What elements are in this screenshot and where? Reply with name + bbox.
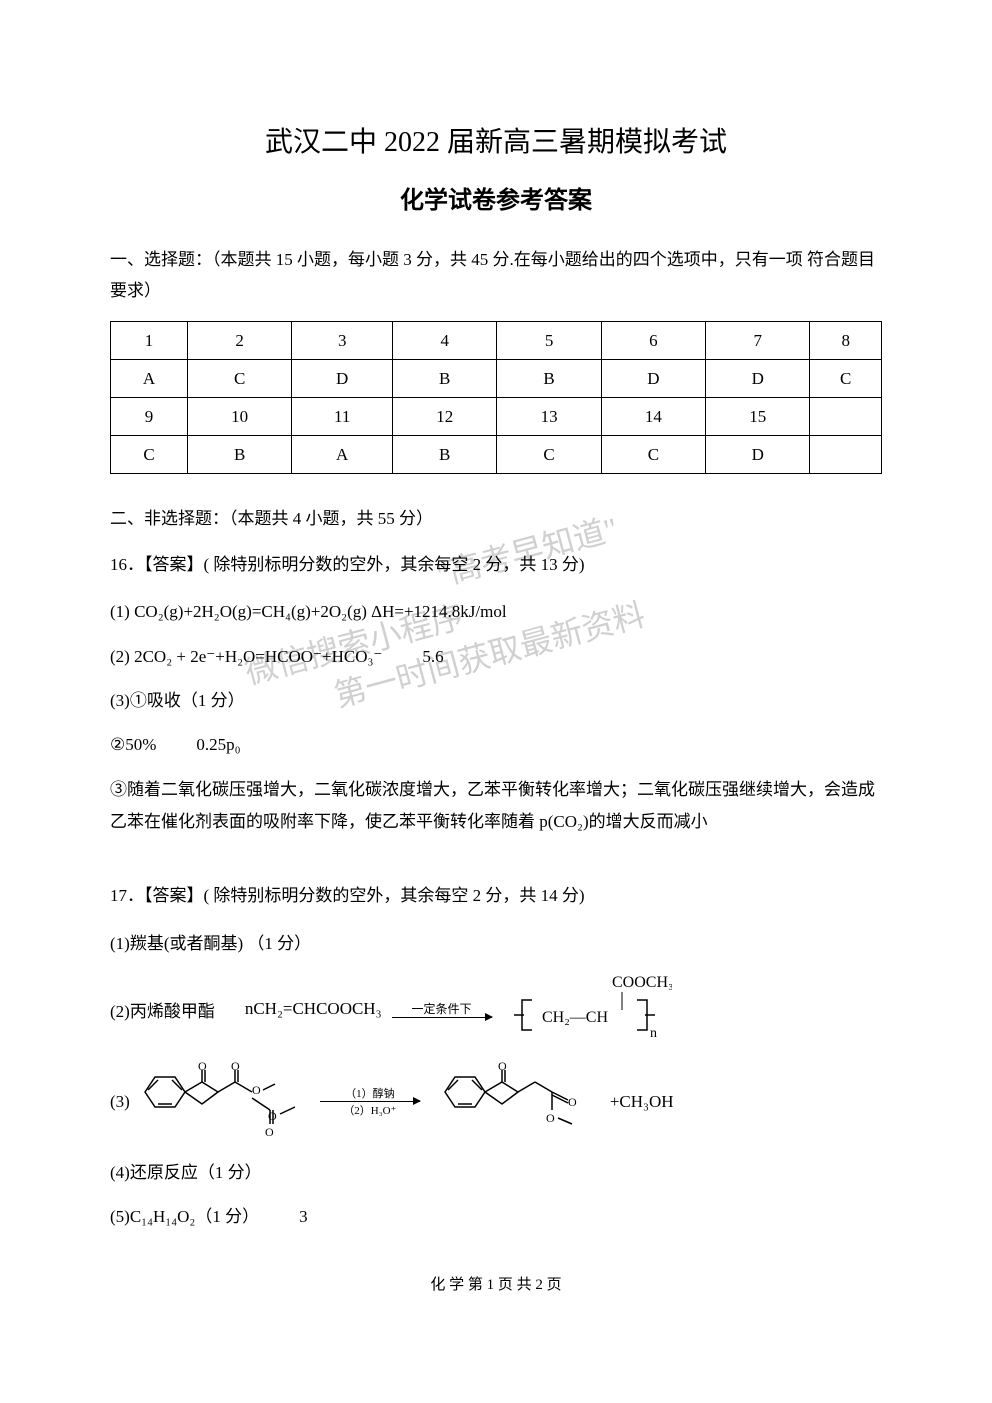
table-cell: 1 xyxy=(111,322,188,360)
q16-answer2: (2) 2CO₂ + 2e⁻+H₂O=HCOO⁻+HCO₃⁻5.6 xyxy=(110,641,882,673)
table-cell: B xyxy=(393,360,497,398)
section1-header: 一、选择题：（本题共 15 小题，每小题 3 分，共 45 分.在每小题给出的四… xyxy=(110,245,882,306)
table-cell: 12 xyxy=(393,398,497,436)
svg-text:O: O xyxy=(198,1062,207,1073)
table-cell: D xyxy=(292,360,393,398)
table-cell: A xyxy=(111,360,188,398)
table-cell xyxy=(810,398,882,436)
table-cell: 14 xyxy=(601,398,705,436)
q17-answer4: (4)还原反应（1 分） xyxy=(110,1157,882,1189)
q16-answer3-3: ③随着二氧化碳压强增大，二氧化碳浓度增大，乙苯平衡转化率增大；二氧化碳压强继续增… xyxy=(110,774,882,839)
exam-subtitle: 化学试卷参考答案 xyxy=(110,180,882,215)
svg-text:CH₂—CH: CH₂—CH xyxy=(542,1009,608,1026)
table-cell: C xyxy=(497,436,601,474)
reactant-structure-icon: O O O O O xyxy=(130,1062,310,1142)
table-cell xyxy=(810,436,882,474)
table-cell: C xyxy=(601,436,705,474)
svg-text:O: O xyxy=(546,1111,555,1125)
table-cell: C xyxy=(187,360,291,398)
table-cell: 11 xyxy=(292,398,393,436)
svg-text:O: O xyxy=(252,1083,261,1097)
q17-answer3: (3) O O O O O （1）醇钠 （2）H xyxy=(110,1062,882,1142)
table-cell: B xyxy=(497,360,601,398)
section2-header: 二、非选择题：（本题共 4 小题，共 55 分） xyxy=(110,504,882,529)
table-cell: D xyxy=(706,436,810,474)
table-cell: 6 xyxy=(601,322,705,360)
table-cell: 10 xyxy=(187,398,291,436)
svg-text:O: O xyxy=(568,1095,577,1109)
q17-answer2: (2)丙烯酸甲酯 nCH₂=CHCOOCH₃ 一定条件下 COOCH₃ CH₂—… xyxy=(110,972,882,1047)
table-cell: 13 xyxy=(497,398,601,436)
table-cell: B xyxy=(393,436,497,474)
exam-title: 武汉二中 2022 届新高三暑期模拟考试 xyxy=(110,120,882,160)
table-cell: 4 xyxy=(393,322,497,360)
table-cell: 3 xyxy=(292,322,393,360)
answer-table: 1 2 3 4 5 6 7 8 A C D B B D D C 9 10 11 … xyxy=(110,321,882,474)
svg-text:O: O xyxy=(231,1062,240,1073)
q17-header: 17．【答案】( 除特别标明分数的空外，其余每空 2 分，共 14 分) xyxy=(110,880,882,912)
table-cell: 9 xyxy=(111,398,188,436)
table-cell: C xyxy=(810,360,882,398)
svg-text:n: n xyxy=(650,1026,657,1041)
table-cell: A xyxy=(292,436,393,474)
q17-answer1: (1)羰基(或者酮基) （1 分） xyxy=(110,928,882,960)
q16-answer3-2: ②50%0.25p₀ xyxy=(110,729,882,761)
table-cell: D xyxy=(706,360,810,398)
svg-text:O: O xyxy=(265,1125,274,1139)
table-cell: 2 xyxy=(187,322,291,360)
table-cell: 15 xyxy=(706,398,810,436)
table-cell: B xyxy=(187,436,291,474)
q16-answer1: (1) CO₂(g)+2H₂O(g)=CH₄(g)+2O₂(g) ΔH=+121… xyxy=(110,596,882,628)
q16-answer3-1: (3)①吸收（1 分） xyxy=(110,685,882,717)
table-cell: 5 xyxy=(497,322,601,360)
table-cell: 7 xyxy=(706,322,810,360)
q16-header: 16．【答案】( 除特别标明分数的空外，其余每空 2 分，共 13 分) xyxy=(110,549,882,581)
page-footer: 化 学 第 1 页 共 2 页 xyxy=(110,1273,882,1294)
table-cell: D xyxy=(601,360,705,398)
q17-answer5: (5)C₁₄H₁₄O₂（1 分）3 xyxy=(110,1201,882,1233)
product-structure-icon: O O O xyxy=(430,1062,610,1142)
table-cell: C xyxy=(111,436,188,474)
polymer-structure-icon: COOCH₃ CH₂—CH n xyxy=(502,972,672,1042)
svg-text:COOCH₃: COOCH₃ xyxy=(612,974,672,991)
table-cell: 8 xyxy=(810,322,882,360)
svg-text:O: O xyxy=(498,1062,507,1073)
